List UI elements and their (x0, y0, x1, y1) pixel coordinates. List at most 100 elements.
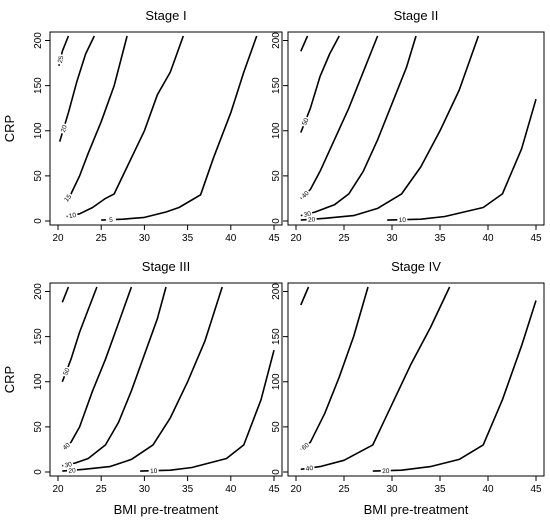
contour-line-15 (64, 35, 128, 202)
x-tick-label: 40 (225, 484, 237, 495)
y-tick-label: 0 (33, 218, 44, 224)
contour-line-60 (300, 286, 369, 451)
contour-label: 10 (68, 212, 77, 220)
contour-label-bg (60, 440, 73, 453)
y-axis-label: CRP (2, 366, 17, 393)
contour-label-bg (66, 466, 78, 475)
contour-line-50 (300, 35, 340, 133)
panel-4: Stage IV 20 25 30 35 40 45 0 50 100 150 200 BMI pre-… (271, 259, 545, 517)
panel-title: Stage I (145, 8, 186, 23)
contour-label-bg (105, 215, 117, 224)
y-tick-label: 0 (33, 469, 44, 475)
x-axis-label: BMI pre-treatment (114, 502, 219, 517)
x-tick-label: 25 (338, 484, 350, 495)
y-tick-label: 50 (33, 170, 44, 182)
panel-1: Stage I20 25 30 35 40 45050100150200CRP252015… (2, 8, 283, 244)
panel-title: Stage IV (391, 259, 441, 274)
y-tick-label: 200 (271, 283, 282, 300)
y-tick-label: 200 (33, 283, 44, 300)
contour-label: 40 (62, 442, 72, 452)
x-tick-label: 40 (482, 233, 494, 244)
x-tick-label: 30 (386, 233, 398, 244)
contour-line-30 (62, 286, 167, 467)
y-tick-label: 200 (33, 32, 44, 49)
contour-label-bg (61, 365, 72, 378)
x-tick-label: 20 (52, 484, 64, 495)
x-tick-label: 25 (96, 233, 108, 244)
contour-line-40 (300, 286, 451, 471)
x-tick-label: 25 (338, 233, 350, 244)
panel-title: Stage III (142, 259, 190, 274)
contour-label-bg (55, 53, 65, 65)
contour-label: 60 (301, 442, 311, 452)
contour-label: 5 (109, 217, 113, 224)
contour-line-20 (58, 35, 96, 142)
x-tick-label: 20 (52, 233, 64, 244)
contour-line-10 (140, 349, 275, 472)
contour-label-bg (62, 460, 74, 469)
y-tick-label: 150 (33, 77, 44, 94)
y-tick-label: 150 (33, 328, 44, 345)
y-tick-label: 0 (271, 469, 282, 475)
contour-line-20 (372, 300, 537, 472)
y-tick-label: 100 (33, 373, 44, 390)
contour-label-bg (306, 215, 317, 224)
contour-label-bg (397, 216, 408, 224)
x-tick-label: 30 (139, 484, 151, 495)
contour-label: 30 (303, 210, 312, 219)
x-tick-label: 40 (482, 484, 494, 495)
x-tick-label: 30 (139, 233, 151, 244)
contour-label: 40 (305, 465, 314, 473)
x-tick-label: 35 (434, 233, 446, 244)
contour-line-top (61, 286, 70, 303)
contour-label: 25 (57, 55, 66, 64)
y-tick-label: 150 (271, 328, 282, 345)
contour-line-50 (61, 286, 98, 383)
contour-label-bg (299, 188, 312, 201)
x-tick-label: 25 (96, 484, 108, 495)
contour-line-20 (62, 286, 223, 472)
contour-label-bg (304, 463, 315, 473)
y-tick-label: 0 (271, 218, 282, 224)
x-axis-label: BMI pre-treatment (364, 502, 469, 517)
x-tick-label: 45 (530, 484, 542, 495)
contour-label-bg (300, 115, 311, 128)
contour-label-bg (380, 467, 391, 475)
plot-frame (49, 31, 283, 226)
contour-label: 15 (63, 193, 73, 203)
x-tick-label: 35 (182, 233, 194, 244)
contour-line-10 (387, 98, 537, 221)
contour-label: 20 (68, 467, 76, 475)
contour-line-5 (101, 35, 258, 221)
contour-label: 20 (308, 216, 316, 224)
contour-label-bg (148, 467, 159, 475)
contour-label: 50 (301, 117, 310, 127)
x-tick-label: 30 (386, 484, 398, 495)
panel-title: Stage II (394, 8, 439, 23)
contour-label-bg (66, 210, 79, 220)
x-tick-label: 45 (268, 233, 280, 244)
plot-frame (287, 31, 545, 226)
contour-label: 50 (62, 367, 71, 377)
x-tick-label: 20 (290, 233, 302, 244)
y-tick-label: 150 (271, 77, 282, 94)
y-tick-label: 50 (271, 421, 282, 433)
contour-label: 10 (399, 217, 407, 224)
x-tick-label: 35 (434, 484, 446, 495)
contour-line-10 (66, 35, 185, 218)
y-tick-label: 100 (271, 122, 282, 139)
x-tick-label: 20 (290, 484, 302, 495)
contour-label: 20 (60, 124, 69, 133)
x-tick-label: 35 (182, 484, 194, 495)
y-tick-label: 200 (271, 32, 282, 49)
plot-frame (49, 282, 283, 477)
x-tick-label: 45 (268, 484, 280, 495)
contour-label-bg (61, 191, 74, 204)
contour-label-bg (299, 440, 312, 452)
contour-line-40 (61, 286, 133, 451)
x-tick-label: 45 (530, 233, 542, 244)
contour-line-top (300, 35, 309, 52)
contour-label: 10 (150, 468, 158, 475)
